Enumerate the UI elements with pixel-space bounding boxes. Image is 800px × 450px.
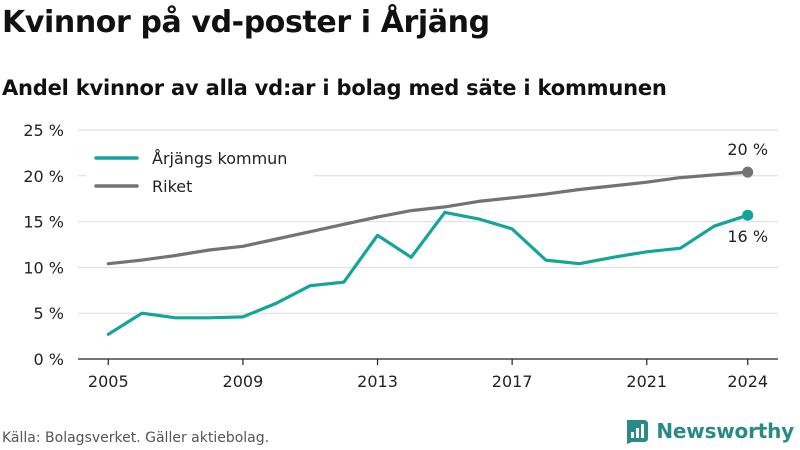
end-labels: 16 % 20 % (727, 140, 768, 246)
y-tick-label: 5 % (34, 304, 64, 323)
series-lines (106, 166, 754, 336)
newsworthy-logo-icon (627, 420, 649, 444)
end-label: 20 % (727, 140, 768, 159)
end-label: 16 % (727, 227, 768, 246)
series-line-riket (106, 170, 750, 266)
end-point-arjang (742, 209, 754, 221)
legend-label: Årjängs kommun (152, 149, 287, 168)
x-tick-label: 2024 (727, 372, 768, 391)
x-tick-label: 2021 (626, 372, 667, 391)
x-tick-label: 2017 (492, 372, 533, 391)
legend: Årjängs kommun Riket (86, 144, 314, 204)
line-chart: 0 %5 %10 %15 %20 %25 % 2005 2009 2013 2017 2… (23, 121, 778, 391)
x-tick-label: 2009 (223, 372, 264, 391)
x-tick-label: 2013 (357, 372, 398, 391)
chart-title: Kvinnor på vd-poster i Årjäng (2, 5, 490, 40)
y-tick-label: 15 % (23, 213, 64, 232)
y-tick-label: 25 % (23, 121, 64, 140)
end-point-riket (742, 166, 754, 178)
y-axis: 0 % 5 % 10 % 15 % 20 % 25 % (23, 121, 64, 369)
x-tick-label: 2005 (88, 372, 129, 391)
legend-label: Riket (152, 177, 192, 196)
y-tick-label: 10 % (23, 258, 64, 277)
x-axis: 2005 2009 2013 2017 2021 2024 (88, 359, 768, 391)
series-line-arjang (106, 210, 750, 336)
brand-name: Newsworthy (656, 419, 794, 443)
legend-background (86, 144, 314, 204)
brand: Newsworthy (624, 418, 794, 444)
source-note: Källa: Bolagsverket. Gäller aktiebolag. (2, 430, 270, 446)
y-tick-label: 0 % (34, 350, 64, 369)
y-tick-label: 20 % (23, 167, 64, 186)
chart-subtitle: Andel kvinnor av alla vd:ar i bolag med … (2, 76, 667, 100)
